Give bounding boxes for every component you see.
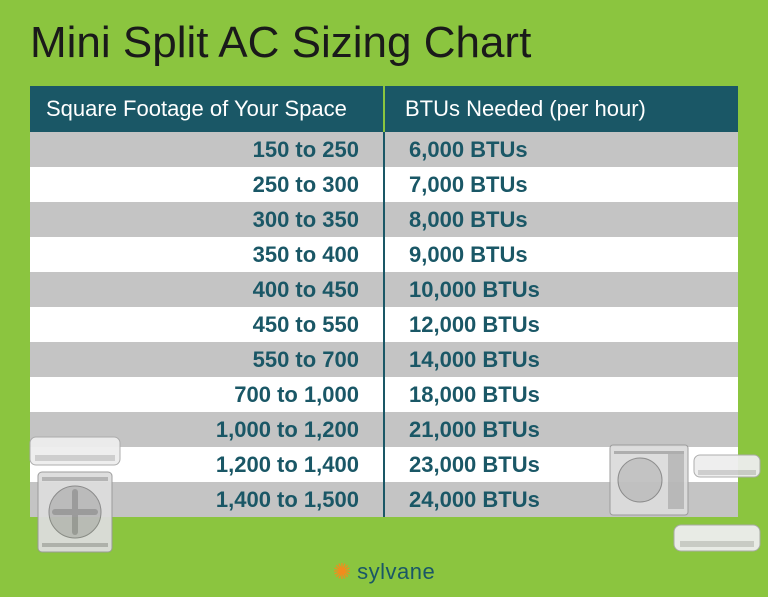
ac-unit-illustration-left <box>10 427 140 557</box>
title-bar: Mini Split AC Sizing Chart <box>0 0 768 86</box>
cell-square-footage: 250 to 300 <box>30 172 383 198</box>
table-row: 450 to 55012,000 BTUs <box>30 307 738 342</box>
cell-btus: 10,000 BTUs <box>385 277 738 303</box>
cell-btus: 14,000 BTUs <box>385 347 738 373</box>
cell-btus: 6,000 BTUs <box>385 137 738 163</box>
table-row: 150 to 2506,000 BTUs <box>30 132 738 167</box>
ac-unit-illustration-right <box>604 437 764 557</box>
header-square-footage: Square Footage of Your Space <box>30 86 383 132</box>
header-btus: BTUs Needed (per hour) <box>385 86 738 132</box>
table-row: 300 to 3508,000 BTUs <box>30 202 738 237</box>
table-row: 700 to 1,00018,000 BTUs <box>30 377 738 412</box>
table-row: 250 to 3007,000 BTUs <box>30 167 738 202</box>
cell-square-footage: 300 to 350 <box>30 207 383 233</box>
table-row: 550 to 70014,000 BTUs <box>30 342 738 377</box>
table-header-row: Square Footage of Your Space BTUs Needed… <box>30 86 738 132</box>
footer: ✺ sylvane <box>0 559 768 585</box>
cell-square-footage: 550 to 700 <box>30 347 383 373</box>
cell-square-footage: 350 to 400 <box>30 242 383 268</box>
sylvane-logo-icon: ✺ <box>333 561 351 583</box>
cell-btus: 12,000 BTUs <box>385 312 738 338</box>
table-row: 400 to 45010,000 BTUs <box>30 272 738 307</box>
footer-brand: sylvane <box>357 559 435 585</box>
cell-btus: 18,000 BTUs <box>385 382 738 408</box>
chart-title: Mini Split AC Sizing Chart <box>30 18 738 68</box>
cell-btus: 9,000 BTUs <box>385 242 738 268</box>
cell-btus: 7,000 BTUs <box>385 172 738 198</box>
cell-square-footage: 700 to 1,000 <box>30 382 383 408</box>
cell-square-footage: 450 to 550 <box>30 312 383 338</box>
table-row: 350 to 4009,000 BTUs <box>30 237 738 272</box>
cell-square-footage: 150 to 250 <box>30 137 383 163</box>
cell-square-footage: 400 to 450 <box>30 277 383 303</box>
cell-btus: 8,000 BTUs <box>385 207 738 233</box>
